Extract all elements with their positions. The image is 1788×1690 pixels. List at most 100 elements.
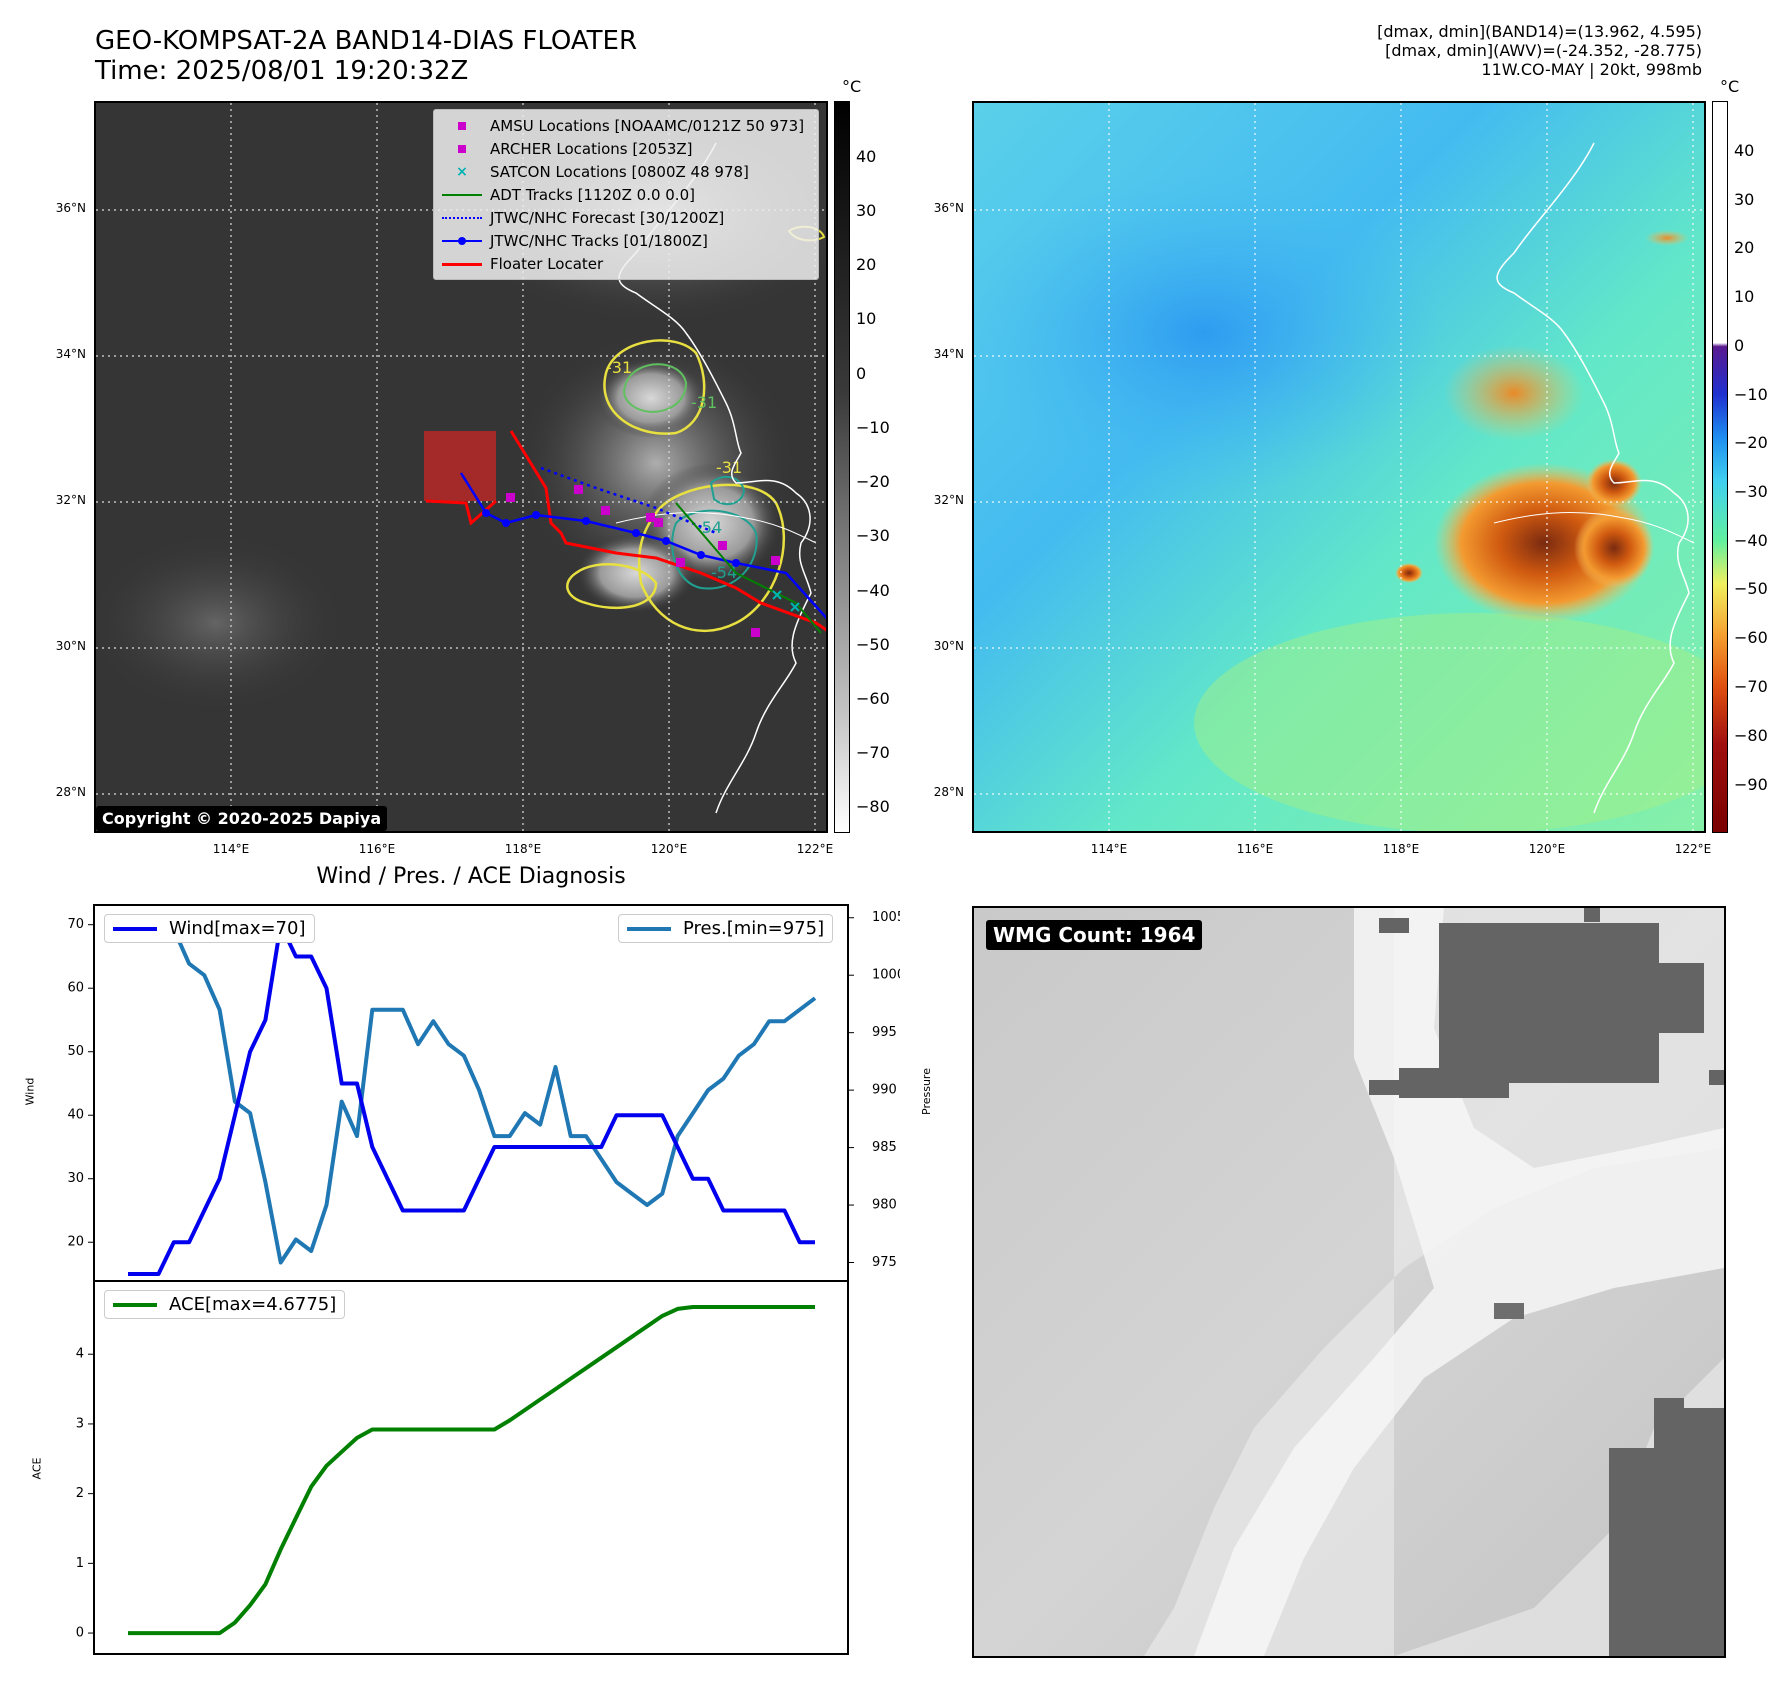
wmg-svg [974, 908, 1724, 1656]
wmg-spot-1 [1494, 1303, 1524, 1319]
forecast-track [540, 466, 717, 535]
y-tick-label: 2 [76, 1486, 84, 1501]
square-icon [442, 118, 482, 134]
lon-tick: 120°E [1528, 842, 1566, 856]
wind-legend-line [113, 926, 157, 931]
legend-item-forecast: JTWC/NHC Forecast [30/1200Z] [442, 206, 810, 229]
x-icon: × [456, 163, 468, 180]
cb-tick: −40 [856, 581, 890, 600]
lon-tick: 122°E [796, 842, 834, 856]
line-dot-icon [442, 233, 482, 249]
copyright-badge: Copyright © 2020-2025 Dapiya [96, 806, 388, 831]
wv-colorbar-unit: °C [1720, 77, 1740, 96]
y-tick-label: 20 [67, 1235, 84, 1250]
cb-tick: −10 [1734, 385, 1768, 404]
line-icon [442, 256, 482, 272]
cb-tick: −80 [856, 797, 890, 816]
wind-series-line [128, 922, 815, 1276]
ace-axes-frame [93, 1280, 849, 1655]
y-tick-label: 985 [872, 1140, 897, 1155]
cb-tick: 0 [1734, 336, 1745, 355]
stats-line-2: [dmax, dmin](AWV)=(-24.352, -28.775) [1385, 41, 1702, 60]
cb-tick: −20 [856, 472, 890, 491]
ace-legend: ACE[max=4.6775] [104, 1290, 346, 1319]
wind-y-ticks: 20 30 40 50 60 70 [67, 917, 94, 1250]
wv-dry-region [974, 173, 1444, 493]
wmg-cold-region-7 [1709, 1070, 1724, 1085]
contour-yellow-1 [603, 339, 706, 435]
lat-tick: 30°N [933, 639, 964, 653]
lon-tick: 116°E [358, 842, 396, 856]
lon-tick: 114°E [212, 842, 250, 856]
contour-green-1 [623, 363, 688, 413]
legend-item-archer: ARCHER Locations [2053Z] [442, 137, 810, 160]
wv-grid [974, 103, 1704, 831]
legend-item-tracks: JTWC/NHC Tracks [01/1800Z] [442, 229, 810, 252]
floater-track [509, 430, 826, 632]
cb-tick: −40 [1734, 531, 1768, 550]
ace-y-ticks: 0 1 2 3 4 [76, 1347, 94, 1641]
y-tick-label: 1 [76, 1556, 84, 1571]
y-tick-label: 40 [67, 1108, 84, 1123]
satcon-markers [772, 590, 800, 612]
contour-yellow-2 [637, 483, 785, 633]
contour-yellow-3 [566, 563, 658, 610]
pressure-axis-label: Pressure [919, 1068, 933, 1115]
square-icon [442, 141, 482, 157]
cb-tick: 30 [1734, 190, 1755, 209]
cb-tick: −50 [1734, 579, 1768, 598]
ir-cloud-west [96, 533, 346, 713]
lat-tick: 34°N [933, 347, 964, 361]
lat-tick: 32°N [933, 493, 964, 507]
stats-line-1: [dmax, dmin](BAND14)=(13.962, 4.595) [1377, 22, 1702, 41]
dotted-line-icon [442, 210, 482, 226]
y-tick-label: 70 [67, 917, 84, 932]
contour-label-5: -54 [696, 518, 722, 537]
ir-colorbar [834, 101, 850, 833]
wv-colorbar [1712, 101, 1728, 833]
ir-colorbar-unit: °C [842, 77, 862, 96]
cb-tick: 30 [856, 201, 877, 220]
y-tick-label: 50 [67, 1044, 84, 1059]
wmg-cold-region-3 [1399, 1068, 1509, 1098]
stats-line-3: 11W.CO-MAY | 20kt, 998mb [1481, 60, 1702, 79]
line-icon [442, 187, 482, 203]
cb-tick: −90 [1734, 775, 1768, 794]
wv-cloud-core [1574, 508, 1654, 588]
pressure-legend-line [627, 926, 671, 931]
y-tick-label: 3 [76, 1416, 84, 1431]
wmg-cold-region-9 [1609, 1448, 1679, 1656]
ir-cloud-core3 [576, 533, 696, 613]
legend-item-floater: Floater Locater [442, 252, 810, 275]
lat-tick: 28°N [933, 785, 964, 799]
y-tick-label: 990 [872, 1083, 897, 1098]
cb-tick: −10 [856, 418, 890, 437]
lat-tick: 34°N [55, 347, 86, 361]
cb-tick: 20 [856, 255, 877, 274]
cb-tick: −70 [1734, 677, 1768, 696]
cb-tick: 40 [1734, 141, 1755, 160]
y-tick-label: 1005 [872, 910, 900, 925]
ir-map-panel: -31 -31 -31 -54 -54 [94, 101, 828, 833]
y-tick-label: 995 [872, 1025, 897, 1040]
lat-tick: 30°N [55, 639, 86, 653]
lon-tick: 114°E [1090, 842, 1128, 856]
ace-legend-line [113, 1302, 157, 1307]
wv-cloud-far-ne [1645, 230, 1689, 246]
pressure-series-line [128, 927, 817, 1265]
wv-map-svg [974, 103, 1704, 831]
cb-tick: −30 [856, 526, 890, 545]
wv-moist-band [1194, 613, 1704, 831]
wv-coastline [1496, 142, 1690, 814]
wmg-cold-region-8 [1674, 1408, 1724, 1656]
pressure-legend: Pres.[min=975] [618, 914, 834, 943]
wmg-cold-region-4 [1379, 918, 1409, 933]
contour-label-2: -31 [691, 393, 717, 412]
wmg-cold-region-1 [1439, 923, 1659, 1083]
wind-legend: Wind[max=70] [104, 914, 315, 943]
legend-item-satcon: × SATCON Locations [0800Z 48 978] [442, 160, 810, 183]
lon-tick: 118°E [1382, 842, 1420, 856]
wmg-cold-region-10 [1654, 1398, 1684, 1448]
